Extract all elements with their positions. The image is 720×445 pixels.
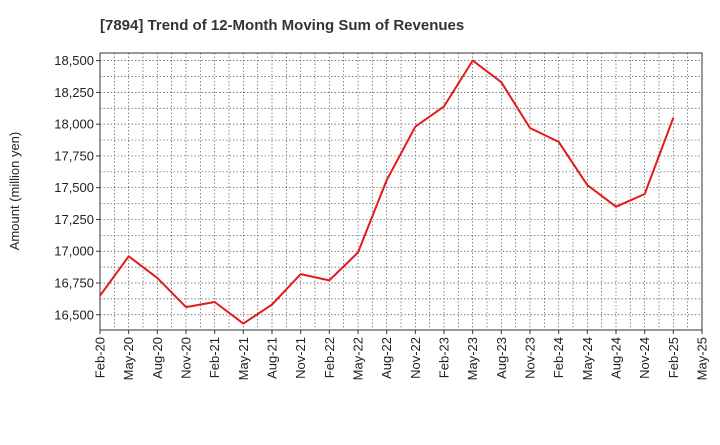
y-axis-label: Amount (million yen) bbox=[7, 132, 22, 251]
x-tick-label: May-22 bbox=[351, 337, 366, 380]
x-tick-label: Aug-23 bbox=[494, 337, 509, 379]
x-tick-label: Feb-22 bbox=[322, 337, 337, 378]
chart-title: [7894] Trend of 12-Month Moving Sum of R… bbox=[100, 17, 464, 34]
x-tick-label: May-23 bbox=[465, 337, 480, 380]
y-tick-labels: 16,500 16,750 17,000 17,250 17,500 17,750 18,0… bbox=[54, 53, 94, 322]
x-tick-label: Aug-22 bbox=[379, 337, 394, 379]
x-tick-labels: Feb-20 May-20 Aug-20 Nov-20 Feb-21 May-21 Aug-… bbox=[93, 337, 710, 380]
x-tick-label: Nov-21 bbox=[293, 337, 308, 379]
plot-frame bbox=[99, 52, 703, 331]
x-tick-label: May-24 bbox=[580, 337, 595, 380]
y-tick-label: 17,000 bbox=[54, 244, 94, 259]
y-tick-label: 16,750 bbox=[54, 275, 94, 290]
x-tick-label: Feb-21 bbox=[207, 337, 222, 378]
y-tick-label: 18,000 bbox=[54, 117, 94, 132]
x-tick-label: Nov-20 bbox=[179, 337, 194, 379]
x-tick-label: Feb-23 bbox=[437, 337, 452, 378]
x-tick-label: Feb-20 bbox=[93, 337, 108, 378]
x-tick-label: May-20 bbox=[121, 337, 136, 380]
x-tick-label: Aug-21 bbox=[265, 337, 280, 379]
series-layer bbox=[99, 59, 675, 325]
x-tick-label: May-21 bbox=[236, 337, 251, 380]
grid bbox=[99, 53, 703, 330]
x-tick-label: May-25 bbox=[695, 337, 710, 380]
y-tick-label: 18,500 bbox=[54, 53, 94, 68]
x-tick-label: Nov-24 bbox=[637, 337, 652, 379]
x-tick-label: Feb-24 bbox=[551, 337, 566, 378]
x-tick-label: Nov-22 bbox=[408, 337, 423, 379]
y-tick-label: 17,250 bbox=[54, 212, 94, 227]
y-tick-label: 18,250 bbox=[54, 85, 94, 100]
x-tick-label: Nov-23 bbox=[523, 337, 538, 379]
x-tick-label: Feb-25 bbox=[666, 337, 681, 378]
x-tick-label: Aug-20 bbox=[150, 337, 165, 379]
y-tick-label: 17,750 bbox=[54, 148, 94, 163]
axes bbox=[96, 52, 703, 334]
x-tick-label: Aug-24 bbox=[609, 337, 624, 379]
y-tick-label: 16,500 bbox=[54, 307, 94, 322]
revenue-series-line bbox=[99, 59, 675, 325]
y-tick-label: 17,500 bbox=[54, 180, 94, 195]
